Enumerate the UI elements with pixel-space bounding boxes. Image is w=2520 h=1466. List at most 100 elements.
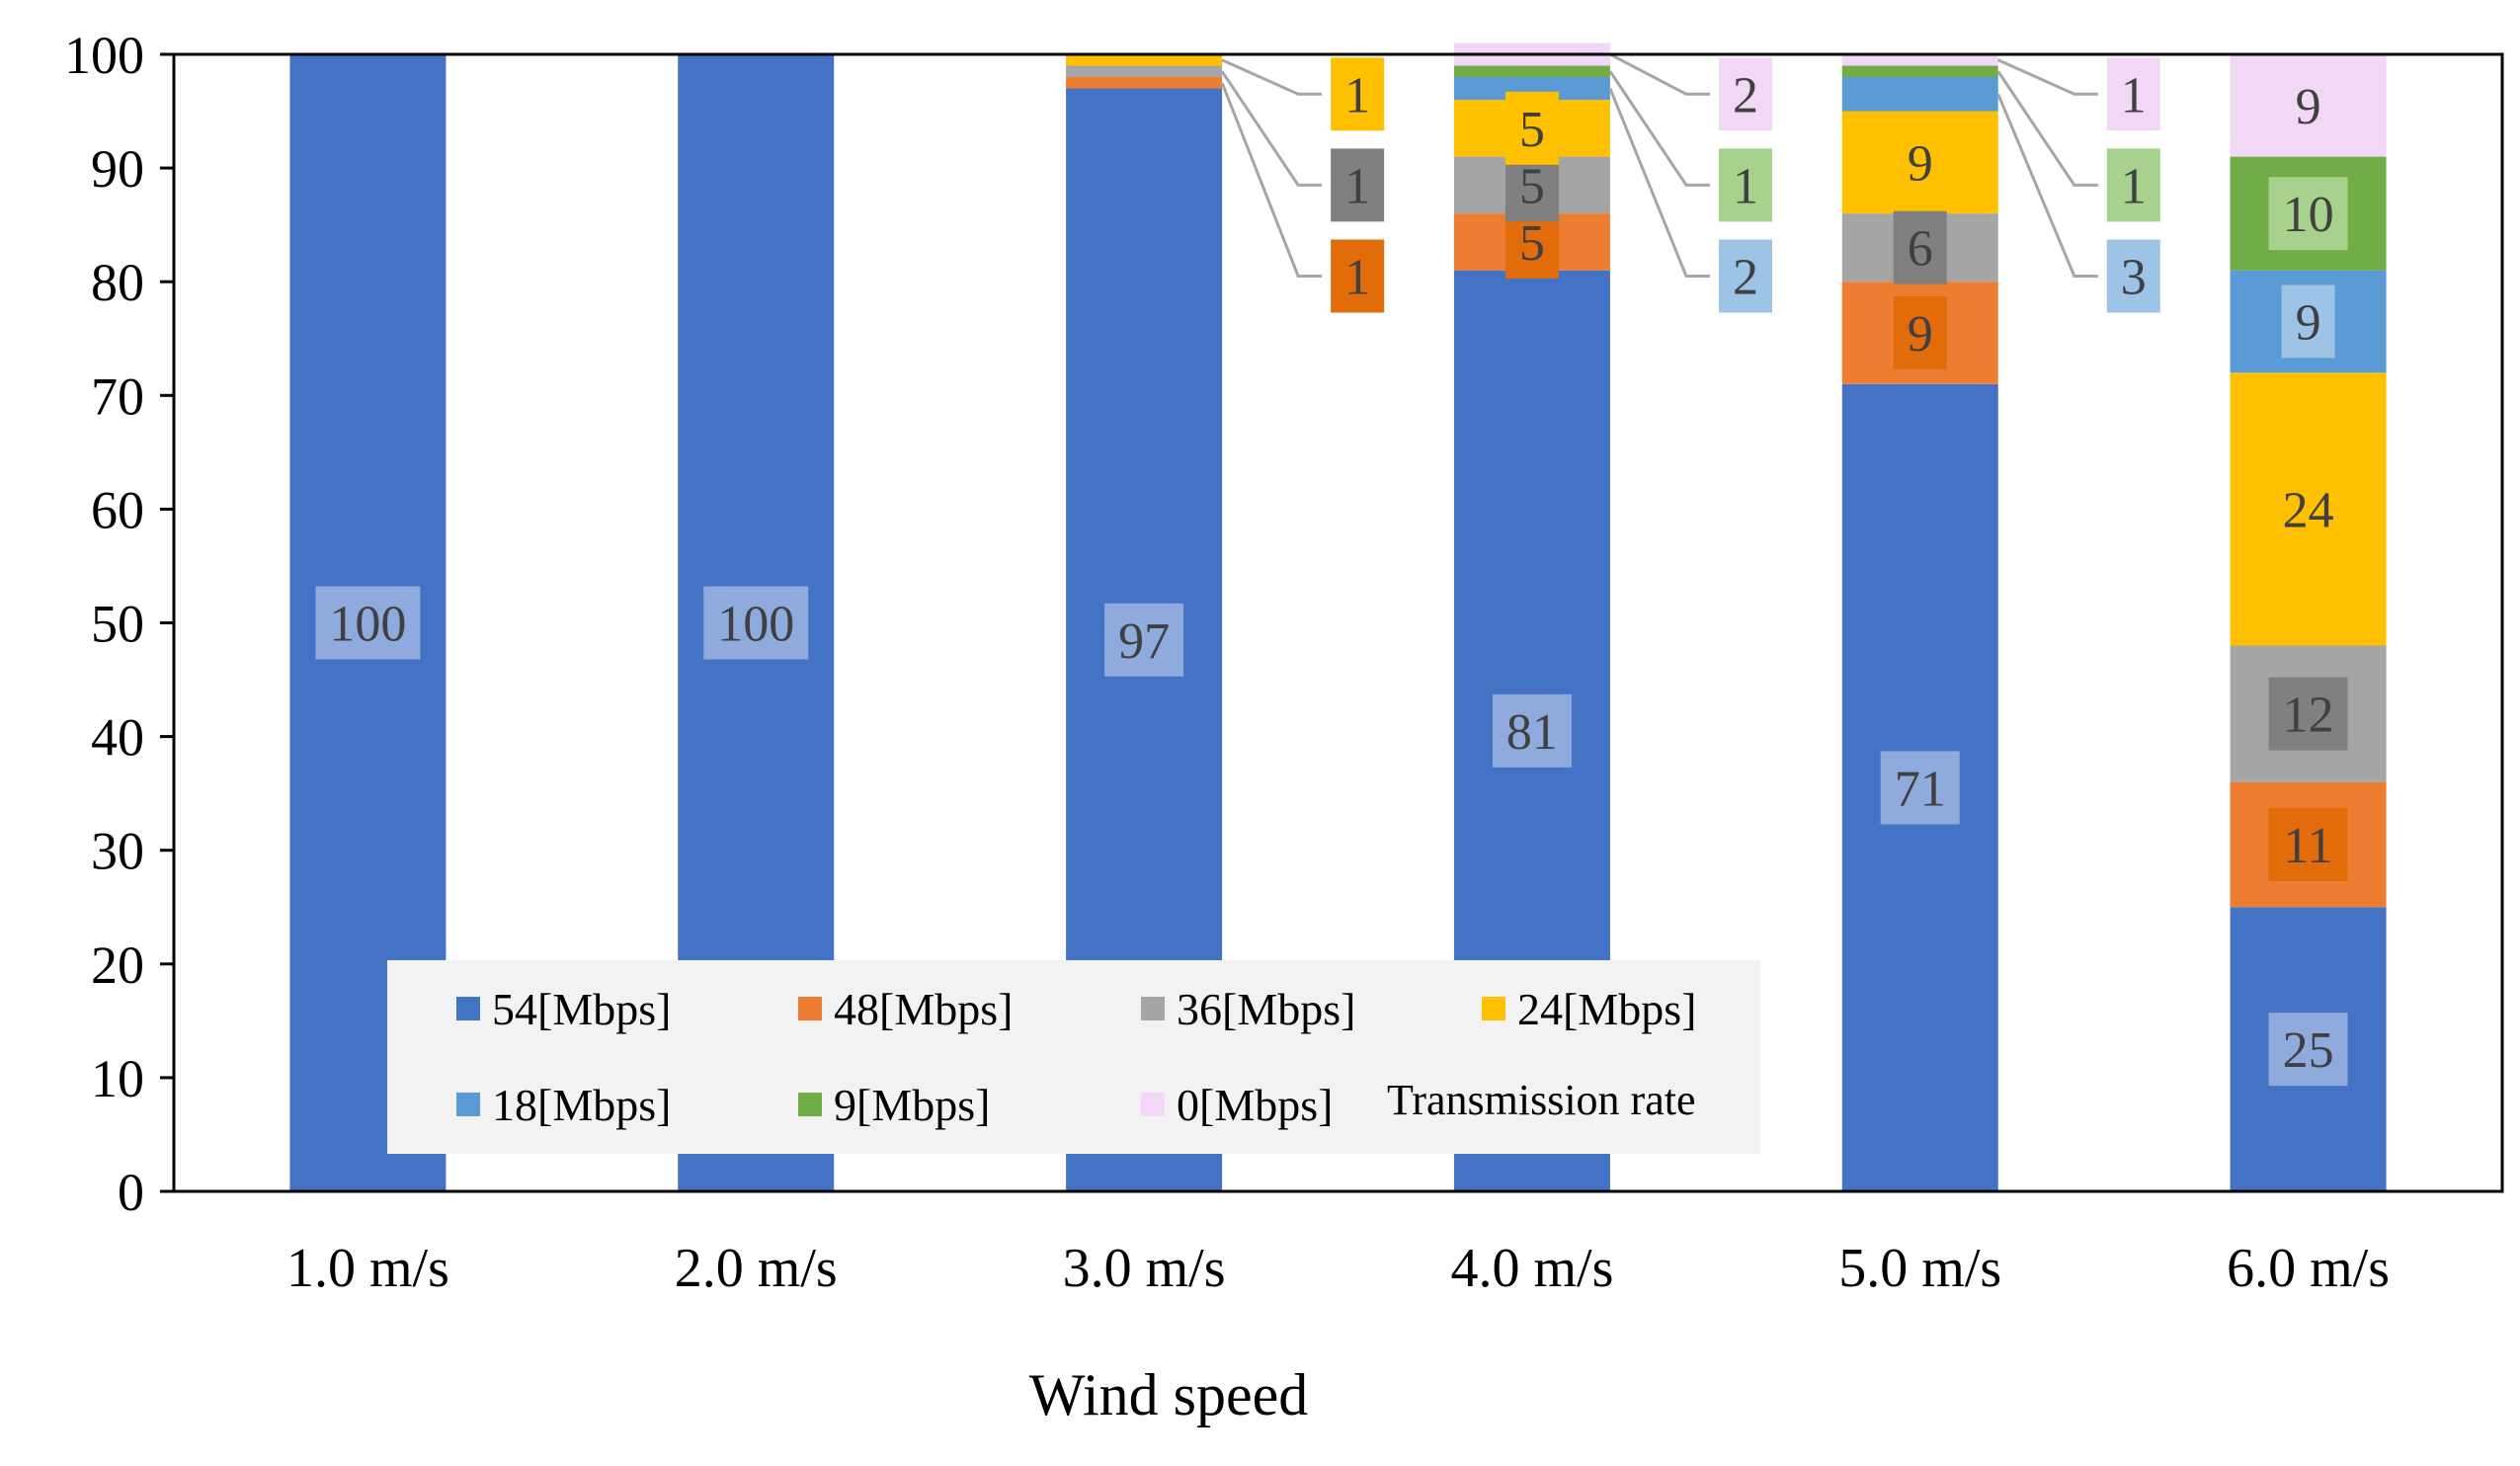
x-tick-label-0: 1.0 m/s bbox=[286, 1238, 449, 1299]
legend-label-0mbps: 0[Mbps] bbox=[1177, 1080, 1333, 1130]
data-label-0mbps-3-bg bbox=[1718, 57, 1772, 131]
legend-label-18mbps: 18[Mbps] bbox=[492, 1080, 671, 1130]
legend-swatch-0mbps bbox=[1141, 1093, 1165, 1116]
bar-segment-9mbps-3 bbox=[1453, 65, 1610, 78]
data-label-24mbps-3-bg bbox=[1504, 91, 1559, 165]
data-label-0mbps-4-bg bbox=[2106, 57, 2160, 131]
data-label-48mbps-5-bg bbox=[2268, 807, 2348, 881]
bar-segment-18mbps-4 bbox=[1841, 77, 1998, 112]
x-tick-label-3: 4.0 m/s bbox=[1450, 1238, 1613, 1299]
y-tick-label-80: 80 bbox=[91, 253, 144, 312]
y-tick-label-90: 90 bbox=[91, 139, 144, 199]
bar-segment-18mbps-3 bbox=[1453, 77, 1610, 101]
legend-label-36mbps: 36[Mbps] bbox=[1177, 984, 1355, 1034]
data-label-36mbps-2: 1 bbox=[1344, 158, 1370, 214]
data-label-9mbps-3-bg bbox=[1718, 148, 1772, 222]
legend-label-54mbps: 54[Mbps] bbox=[492, 984, 671, 1034]
data-label-18mbps-4: 3 bbox=[2121, 249, 2147, 305]
data-label-36mbps-5-bg bbox=[2268, 677, 2348, 751]
data-label-48mbps-2: 1 bbox=[1344, 249, 1370, 305]
data-label-0mbps-3: 2 bbox=[1733, 67, 1758, 123]
data-label-36mbps-2-bg bbox=[1331, 148, 1385, 222]
data-label-36mbps-5: 12 bbox=[2283, 688, 2334, 744]
data-label-48mbps-4-bg bbox=[1893, 295, 1947, 369]
x-tick-label-2: 3.0 m/s bbox=[1063, 1238, 1226, 1299]
leader-line-18mbps-4 bbox=[1996, 93, 2098, 278]
data-label-24mbps-3: 5 bbox=[1519, 102, 1545, 158]
data-label-48mbps-5: 11 bbox=[2284, 818, 2333, 874]
data-label-36mbps-3: 5 bbox=[1519, 158, 1545, 214]
data-label-54mbps-3-bg bbox=[1492, 693, 1572, 768]
y-tick-label-60: 60 bbox=[91, 480, 144, 539]
data-label-18mbps-3-bg bbox=[1718, 239, 1772, 313]
data-label-24mbps-5: 24 bbox=[2283, 482, 2334, 538]
data-label-9mbps-3: 1 bbox=[1733, 158, 1758, 214]
y-tick-label-30: 30 bbox=[91, 822, 144, 881]
data-label-54mbps-5-bg bbox=[2268, 1013, 2348, 1087]
data-label-54mbps-2: 97 bbox=[1118, 613, 1170, 670]
data-label-18mbps-5: 9 bbox=[2296, 294, 2321, 351]
leader-line-9mbps-3 bbox=[1608, 70, 1710, 187]
bar-segment-9mbps-4 bbox=[1841, 65, 1998, 78]
data-label-48mbps-2-bg bbox=[1331, 239, 1385, 313]
legend-swatch-48mbps bbox=[798, 997, 822, 1020]
data-label-18mbps-5-bg bbox=[2281, 285, 2335, 359]
data-label-24mbps-4-bg bbox=[1893, 125, 1947, 200]
data-label-24mbps-5-bg bbox=[2268, 472, 2348, 546]
data-label-48mbps-3: 5 bbox=[1519, 215, 1545, 272]
data-label-9mbps-5: 10 bbox=[2283, 187, 2334, 243]
x-tick-label-1: 2.0 m/s bbox=[675, 1238, 838, 1299]
data-label-54mbps-1: 100 bbox=[717, 597, 794, 653]
bar-segment-36mbps-2 bbox=[1066, 65, 1223, 78]
data-label-54mbps-5: 25 bbox=[2283, 1022, 2334, 1079]
leader-line-0mbps-4 bbox=[1997, 58, 2098, 96]
legend-label-9mbps: 9[Mbps] bbox=[834, 1080, 990, 1130]
legend-swatch-9mbps bbox=[798, 1093, 822, 1116]
y-tick-label-50: 50 bbox=[91, 595, 144, 654]
data-label-54mbps-2-bg bbox=[1104, 603, 1184, 677]
y-tick-label-40: 40 bbox=[91, 708, 144, 768]
data-label-9mbps-5-bg bbox=[2268, 177, 2348, 251]
bar-segment-0mbps-4 bbox=[1841, 54, 1998, 66]
data-label-36mbps-4-bg bbox=[1893, 210, 1947, 285]
leader-line-36mbps-2 bbox=[1220, 70, 1323, 187]
data-label-0mbps-5: 9 bbox=[2296, 79, 2321, 135]
data-label-54mbps-1-bg bbox=[703, 586, 809, 660]
data-label-54mbps-4-bg bbox=[1880, 751, 1960, 825]
data-label-9mbps-4-bg bbox=[2106, 148, 2160, 222]
legend-swatch-18mbps bbox=[456, 1093, 480, 1116]
leader-line-24mbps-2 bbox=[1221, 58, 1323, 96]
y-tick-label-0: 0 bbox=[118, 1163, 144, 1222]
data-label-54mbps-0-bg bbox=[315, 586, 421, 660]
y-tick-label-10: 10 bbox=[91, 1049, 144, 1108]
legend-label-48mbps: 48[Mbps] bbox=[834, 984, 1013, 1034]
data-label-24mbps-4: 9 bbox=[1908, 135, 1933, 192]
leader-line-48mbps-2 bbox=[1220, 82, 1323, 278]
leader-line-18mbps-3 bbox=[1608, 87, 1710, 278]
data-label-0mbps-5-bg bbox=[2281, 68, 2335, 142]
y-tick-label-70: 70 bbox=[91, 366, 144, 426]
data-label-24mbps-2: 1 bbox=[1344, 67, 1370, 123]
data-label-9mbps-4: 1 bbox=[2121, 158, 2147, 214]
data-label-54mbps-3: 81 bbox=[1506, 704, 1558, 761]
y-tick-label-20: 20 bbox=[91, 936, 144, 995]
data-label-18mbps-4-bg bbox=[2106, 239, 2160, 313]
legend-title: Transmission rate bbox=[1387, 1076, 1696, 1124]
data-label-54mbps-4: 71 bbox=[1895, 761, 1946, 817]
legend-swatch-24mbps bbox=[1482, 997, 1505, 1020]
y-tick-label-100: 100 bbox=[64, 26, 144, 85]
x-tick-label-4: 5.0 m/s bbox=[1838, 1238, 2001, 1299]
leader-line-9mbps-4 bbox=[1996, 70, 2098, 187]
data-label-54mbps-0: 100 bbox=[329, 597, 406, 653]
legend-label-24mbps: 24[Mbps] bbox=[1517, 984, 1696, 1034]
legend-swatch-54mbps bbox=[456, 997, 480, 1020]
x-tick-label-5: 6.0 m/s bbox=[2227, 1238, 2390, 1299]
leader-line-0mbps-3 bbox=[1609, 52, 1710, 96]
legend-box bbox=[387, 960, 1760, 1154]
bar-segment-24mbps-2 bbox=[1066, 54, 1223, 66]
x-axis-title: Wind speed bbox=[1029, 1362, 1309, 1427]
data-label-48mbps-4: 9 bbox=[1908, 306, 1933, 363]
bar-segment-48mbps-2 bbox=[1066, 77, 1223, 89]
data-label-0mbps-4: 1 bbox=[2121, 67, 2147, 123]
